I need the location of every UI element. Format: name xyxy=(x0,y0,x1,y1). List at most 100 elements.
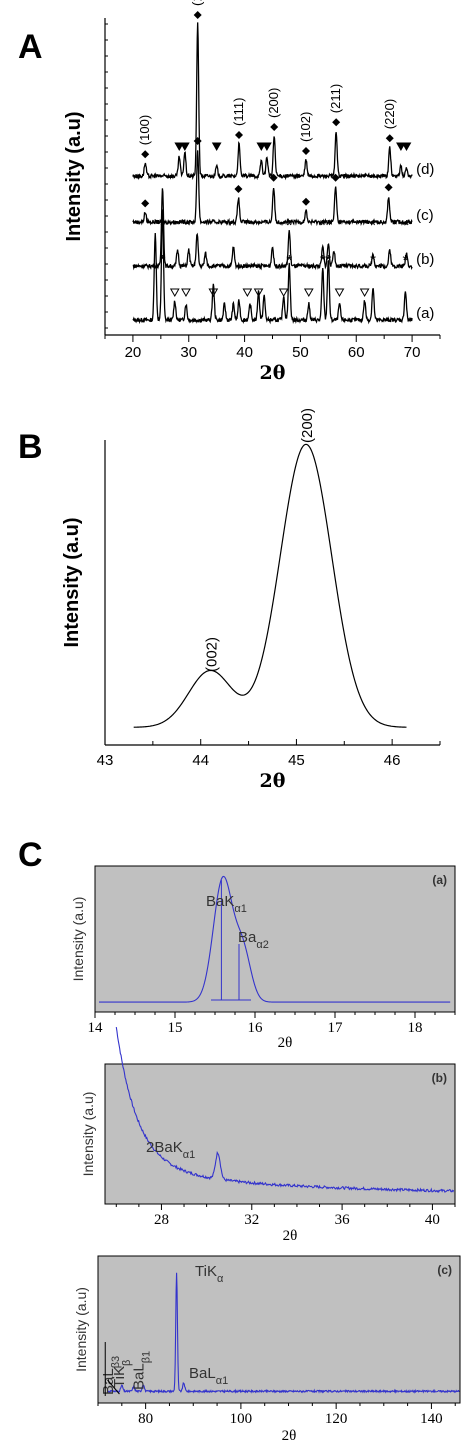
peak-label: 2BaKα1 xyxy=(146,1139,195,1161)
diamond-marker xyxy=(269,173,278,182)
x-tick-label: 70 xyxy=(404,344,421,361)
asterisk-marker: * xyxy=(160,252,166,269)
x-tick-label: 140 xyxy=(420,1411,443,1427)
triangle-marker xyxy=(169,288,180,298)
peak-label: (100) xyxy=(137,115,152,145)
plot-area xyxy=(94,865,456,1013)
y-axis-title: Intensity (a.u) xyxy=(61,517,83,647)
x-tick-label: 40 xyxy=(236,344,253,361)
series-line xyxy=(132,209,413,325)
plot-area xyxy=(97,1255,461,1404)
diamond-marker xyxy=(384,183,393,192)
peak-label: (200) xyxy=(299,408,316,443)
panel-letter-c: C xyxy=(18,836,43,874)
x-axis-title: 2θ xyxy=(278,1035,293,1051)
series-label: (a) xyxy=(416,305,434,322)
peak-label: BaKα1 xyxy=(206,893,247,915)
asterisk-marker: * xyxy=(320,217,326,234)
triangle-marker xyxy=(211,142,222,152)
x-tick-label: 36 xyxy=(335,1212,351,1228)
x-tick-label: 28 xyxy=(154,1212,169,1228)
y-axis-title: Intensity (a.u) xyxy=(63,111,85,241)
diamond-marker xyxy=(193,11,202,19)
triangle-marker xyxy=(303,288,314,298)
peak-label: (200) xyxy=(266,88,281,118)
series-line xyxy=(132,22,413,181)
peak-label: BaLβ1 xyxy=(130,1351,152,1390)
triangle-marker xyxy=(253,288,264,298)
plot-area xyxy=(104,1063,456,1205)
x-tick-label: 18 xyxy=(408,1020,423,1036)
triangle-marker xyxy=(174,142,185,152)
diamond-marker xyxy=(331,173,340,182)
panel-c-a: 14 15 16 17 18 2θ Intensity (a.u) (a) BaKα1 Baα2 xyxy=(70,865,456,1051)
diamond-marker xyxy=(332,118,341,127)
triangle-marker xyxy=(256,142,267,152)
asterisk-marker: * xyxy=(320,252,326,269)
diamond-marker xyxy=(234,185,243,193)
peak-label: Baα2 xyxy=(238,929,269,951)
peak-label: TiKα xyxy=(195,1263,224,1285)
asterisk-marker: * xyxy=(370,217,376,234)
asterisk-marker: * xyxy=(160,217,166,234)
x-axis-title: 2θ xyxy=(283,1228,298,1244)
x-tick-label: 40 xyxy=(425,1212,440,1228)
triangle-marker xyxy=(334,288,345,298)
x-tick-label: 46 xyxy=(384,752,401,769)
x-axis-title: 2θ xyxy=(282,1428,297,1444)
panel-c-c: 80 100 120 140 2θ Intensity (a.u) (c) TiKα BaLα1… xyxy=(73,1255,461,1444)
series-label: (b) xyxy=(416,251,434,268)
x-axis-title: 2θ xyxy=(260,770,286,792)
x-tick-label: 100 xyxy=(230,1411,253,1427)
panel-c-b: 28 32 36 40 2θ Intensity (a.u) (b) 2BaKα1 xyxy=(80,1026,456,1244)
asterisk-marker: * xyxy=(325,252,331,269)
y-axis-title: Intensity (a.u) xyxy=(80,1092,96,1177)
diamond-marker xyxy=(270,123,279,131)
x-tick-label: 120 xyxy=(325,1411,348,1427)
peak-label: TiKβ xyxy=(111,1360,133,1388)
asterisk-marker: * xyxy=(402,252,408,269)
x-tick-label: 44 xyxy=(192,752,209,769)
x-tick-label: 20 xyxy=(125,344,142,361)
panel-a: 20 30 40 50 60 70 2θ Intensity (a.u) (a) (b) (c) (d… xyxy=(63,0,441,384)
series-line xyxy=(132,188,413,271)
diamond-marker xyxy=(302,197,310,206)
diamond-marker xyxy=(141,199,150,208)
annotation-arrow xyxy=(107,1379,120,1395)
series-line xyxy=(99,875,451,1003)
subplot-tag: (b) xyxy=(432,1071,447,1085)
triangle-marker xyxy=(179,142,190,152)
x-tick-label: 80 xyxy=(138,1411,153,1427)
triangle-marker xyxy=(208,288,219,298)
diamond-marker xyxy=(235,131,243,139)
series-line xyxy=(132,150,413,227)
triangle-marker xyxy=(396,142,406,152)
x-tick-label: 43 xyxy=(97,752,114,769)
triangle-marker xyxy=(278,288,289,298)
asterisk-marker: * xyxy=(286,252,292,269)
peak-label: (110) xyxy=(190,0,205,6)
triangle-marker xyxy=(401,142,412,152)
x-tick-label: 16 xyxy=(248,1020,264,1036)
x-tick-label: 17 xyxy=(328,1020,344,1036)
diamond-marker xyxy=(302,147,310,155)
peak-label: BaLα1 xyxy=(189,1365,228,1387)
y-axis-title: Intensity (a.u) xyxy=(73,1287,89,1372)
panel-b: 43 44 45 46 2θ Intensity (a.u) (002) (200) xyxy=(61,408,441,792)
panel-letter-b: B xyxy=(18,428,43,466)
triangle-marker xyxy=(181,288,191,298)
diamond-marker xyxy=(385,134,394,143)
peak-label: (220) xyxy=(382,99,397,129)
x-tick-label: 15 xyxy=(168,1020,183,1036)
asterisk-marker: * xyxy=(404,217,410,234)
x-tick-label: 14 xyxy=(88,1020,104,1036)
triangle-marker xyxy=(262,142,272,152)
x-tick-label: 45 xyxy=(288,752,305,769)
panel-letter-a: A xyxy=(18,28,43,66)
peak-label: (111) xyxy=(231,98,246,126)
triangle-marker xyxy=(242,288,253,298)
x-tick-label: 50 xyxy=(292,344,309,361)
peak-label: (211) xyxy=(328,84,343,113)
peak-label: (002) xyxy=(203,637,220,672)
